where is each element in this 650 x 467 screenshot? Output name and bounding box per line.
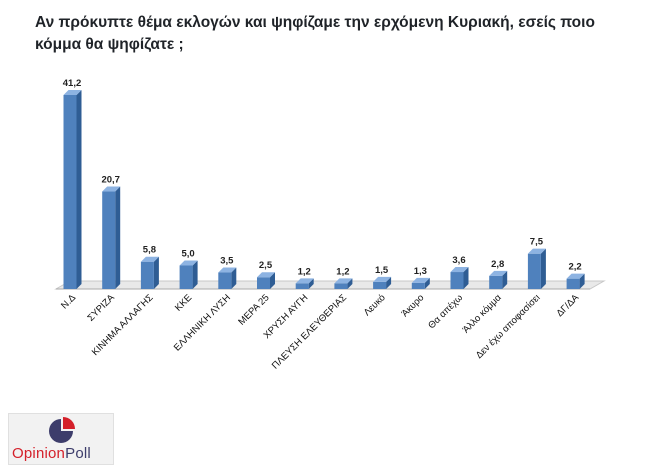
bar-top [257, 272, 275, 278]
data-label: 1,5 [375, 265, 389, 276]
category-label: ΔΓ/ΔΑ [554, 292, 581, 319]
logo-text-part2: Poll [65, 445, 91, 462]
bar-side [579, 273, 585, 289]
bar-side [308, 278, 314, 289]
category-label: Λευκό [362, 292, 388, 318]
bar-side [231, 267, 237, 289]
bar-top [63, 90, 82, 95]
bar [334, 283, 348, 289]
bar-top [489, 270, 508, 276]
opinion-poll-logo: OpinionPoll [8, 413, 114, 465]
bar-side [270, 272, 275, 289]
bar-top [140, 256, 159, 262]
data-label: 2,8 [491, 259, 504, 270]
category-label: Ν.Δ [59, 292, 78, 311]
category-label: ΣΥΡΙΖΑ [85, 292, 117, 324]
bar-side [502, 270, 508, 289]
bar-top [218, 267, 237, 273]
bar [295, 283, 309, 289]
category-label: Θα απέχω [426, 292, 465, 331]
bar-top [373, 276, 392, 282]
bar [218, 272, 232, 289]
bar-top [411, 277, 430, 283]
bar [450, 272, 464, 289]
logo-text-part1: Opinion [12, 445, 66, 462]
logo-text: OpinionPoll [12, 445, 91, 462]
bar-side [192, 260, 198, 289]
bar-side [115, 186, 121, 289]
data-label: 41,2 [63, 78, 82, 89]
bar [373, 281, 387, 289]
bar [489, 275, 503, 289]
chart-floor [54, 280, 606, 290]
data-label: 1,2 [336, 266, 349, 277]
data-label: 1,3 [414, 266, 427, 277]
category-label: ΜΕΡΑ 25 [236, 292, 271, 327]
bar [257, 277, 270, 289]
bar [140, 261, 154, 289]
bar-side [153, 256, 159, 289]
bar-side [347, 278, 353, 289]
data-label: 20,7 [101, 175, 120, 186]
category-label: Δεν έχω αποφασίσει [474, 292, 543, 361]
bar-top [334, 278, 353, 284]
category-label: ΠΛΕΥΣΗ ΕΛΕΥΘΕΡΙΑΣ [270, 292, 349, 371]
bar [102, 191, 116, 289]
data-label: 2,2 [568, 262, 581, 273]
bar [566, 278, 580, 289]
bar-side [424, 277, 430, 289]
data-label: 5,0 [181, 248, 194, 259]
bar [527, 253, 541, 289]
bar-top [450, 267, 469, 273]
data-label: 3,6 [452, 255, 465, 266]
data-label: 2,5 [259, 260, 273, 271]
bar-top [179, 260, 198, 266]
bar [411, 282, 425, 289]
bar-side [463, 267, 469, 289]
data-label: 1,2 [298, 266, 311, 277]
data-label: 5,8 [143, 245, 156, 256]
bar-side [540, 248, 546, 289]
bar-top [102, 186, 121, 192]
bar-top [566, 273, 585, 279]
bar [179, 265, 193, 289]
category-label: Άκυρο [400, 292, 427, 319]
bar-top [527, 248, 546, 254]
category-label: ΚΚΕ [173, 292, 194, 313]
bar [63, 95, 77, 289]
bar-side [386, 276, 392, 289]
bar-side [76, 90, 82, 289]
logo-mark-icon [49, 417, 75, 443]
data-label: 7,5 [530, 237, 544, 248]
bar-top [295, 278, 314, 284]
data-label: 3,5 [220, 256, 234, 267]
chart-title: Αν πρόκυπτε θέμα εκλογών και ψηφίζαμε τη… [35, 14, 595, 53]
